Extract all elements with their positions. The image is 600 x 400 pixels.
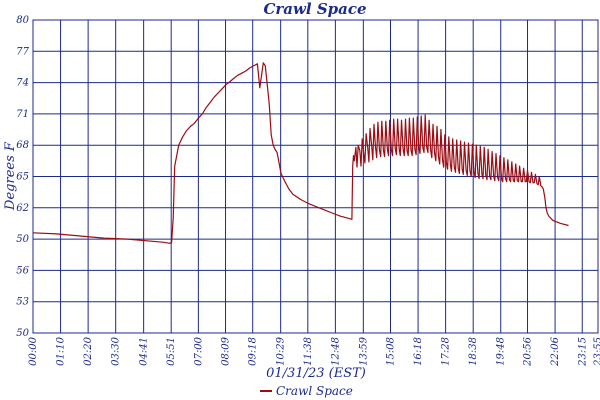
y-tick-label: 56 — [16, 265, 29, 276]
y-tick-label: 77 — [16, 46, 29, 57]
y-tick-label: 50 — [16, 328, 29, 339]
x-axis-label: 01/31/23 (EST) — [266, 366, 366, 381]
y-tick-label: 80 — [16, 15, 29, 26]
x-tick-label: 15:08 — [386, 337, 397, 366]
y-tick-labels: 80 77 74 71 68 65 62 50 56 53 50 — [16, 15, 29, 339]
x-tick-label: 08:09 — [221, 336, 232, 365]
x-tick-label: 09:18 — [248, 337, 259, 366]
x-tick-label: 02:20 — [83, 336, 94, 365]
y-tick-label: 68 — [16, 140, 29, 151]
x-tick-label: 17:28 — [441, 337, 452, 366]
x-tick-label: 05:51 — [166, 337, 177, 366]
y-tick-label: 53 — [16, 297, 29, 308]
x-tick-label: 00:00 — [28, 336, 39, 365]
x-tick-label: 23:15 — [577, 337, 588, 367]
x-tick-label: 18:38 — [468, 337, 479, 366]
x-tick-label: 10:29 — [276, 336, 287, 365]
y-tick-label: 50 — [16, 234, 29, 245]
chart-title: Crawl Space — [263, 0, 366, 18]
series-line-crawl-space — [32, 62, 569, 244]
x-tick-label: 13:59 — [358, 336, 369, 365]
x-tick-label: 04:41 — [139, 337, 150, 366]
legend-label: Crawl Space — [276, 384, 353, 398]
x-tick-label: 16:18 — [413, 337, 424, 366]
x-tick-label: 03:30 — [111, 336, 122, 365]
y-tick-label: 65 — [16, 172, 29, 183]
x-tick-label: 20:56 — [523, 336, 534, 366]
x-tick-label: 12:48 — [330, 337, 341, 366]
x-tick-label: 07:00 — [193, 336, 204, 365]
x-tick-label: 23:55 — [593, 337, 600, 367]
x-tick-label: 22:06 — [550, 336, 561, 366]
x-tick-label: 01:10 — [56, 336, 67, 365]
x-tick-labels: 00:00 01:10 02:20 03:30 04:41 05:51 07:00 08:09… — [28, 336, 600, 366]
x-tick-label: 11:38 — [303, 337, 314, 366]
legend: Crawl Space — [260, 384, 353, 398]
y-tick-label: 62 — [16, 203, 29, 214]
y-tick-label: 71 — [16, 109, 29, 120]
y-tick-label: 74 — [16, 78, 29, 89]
series-group — [32, 62, 569, 244]
y-axis-label: Degrees F — [3, 141, 18, 211]
x-tick-label: 19:48 — [496, 337, 507, 366]
